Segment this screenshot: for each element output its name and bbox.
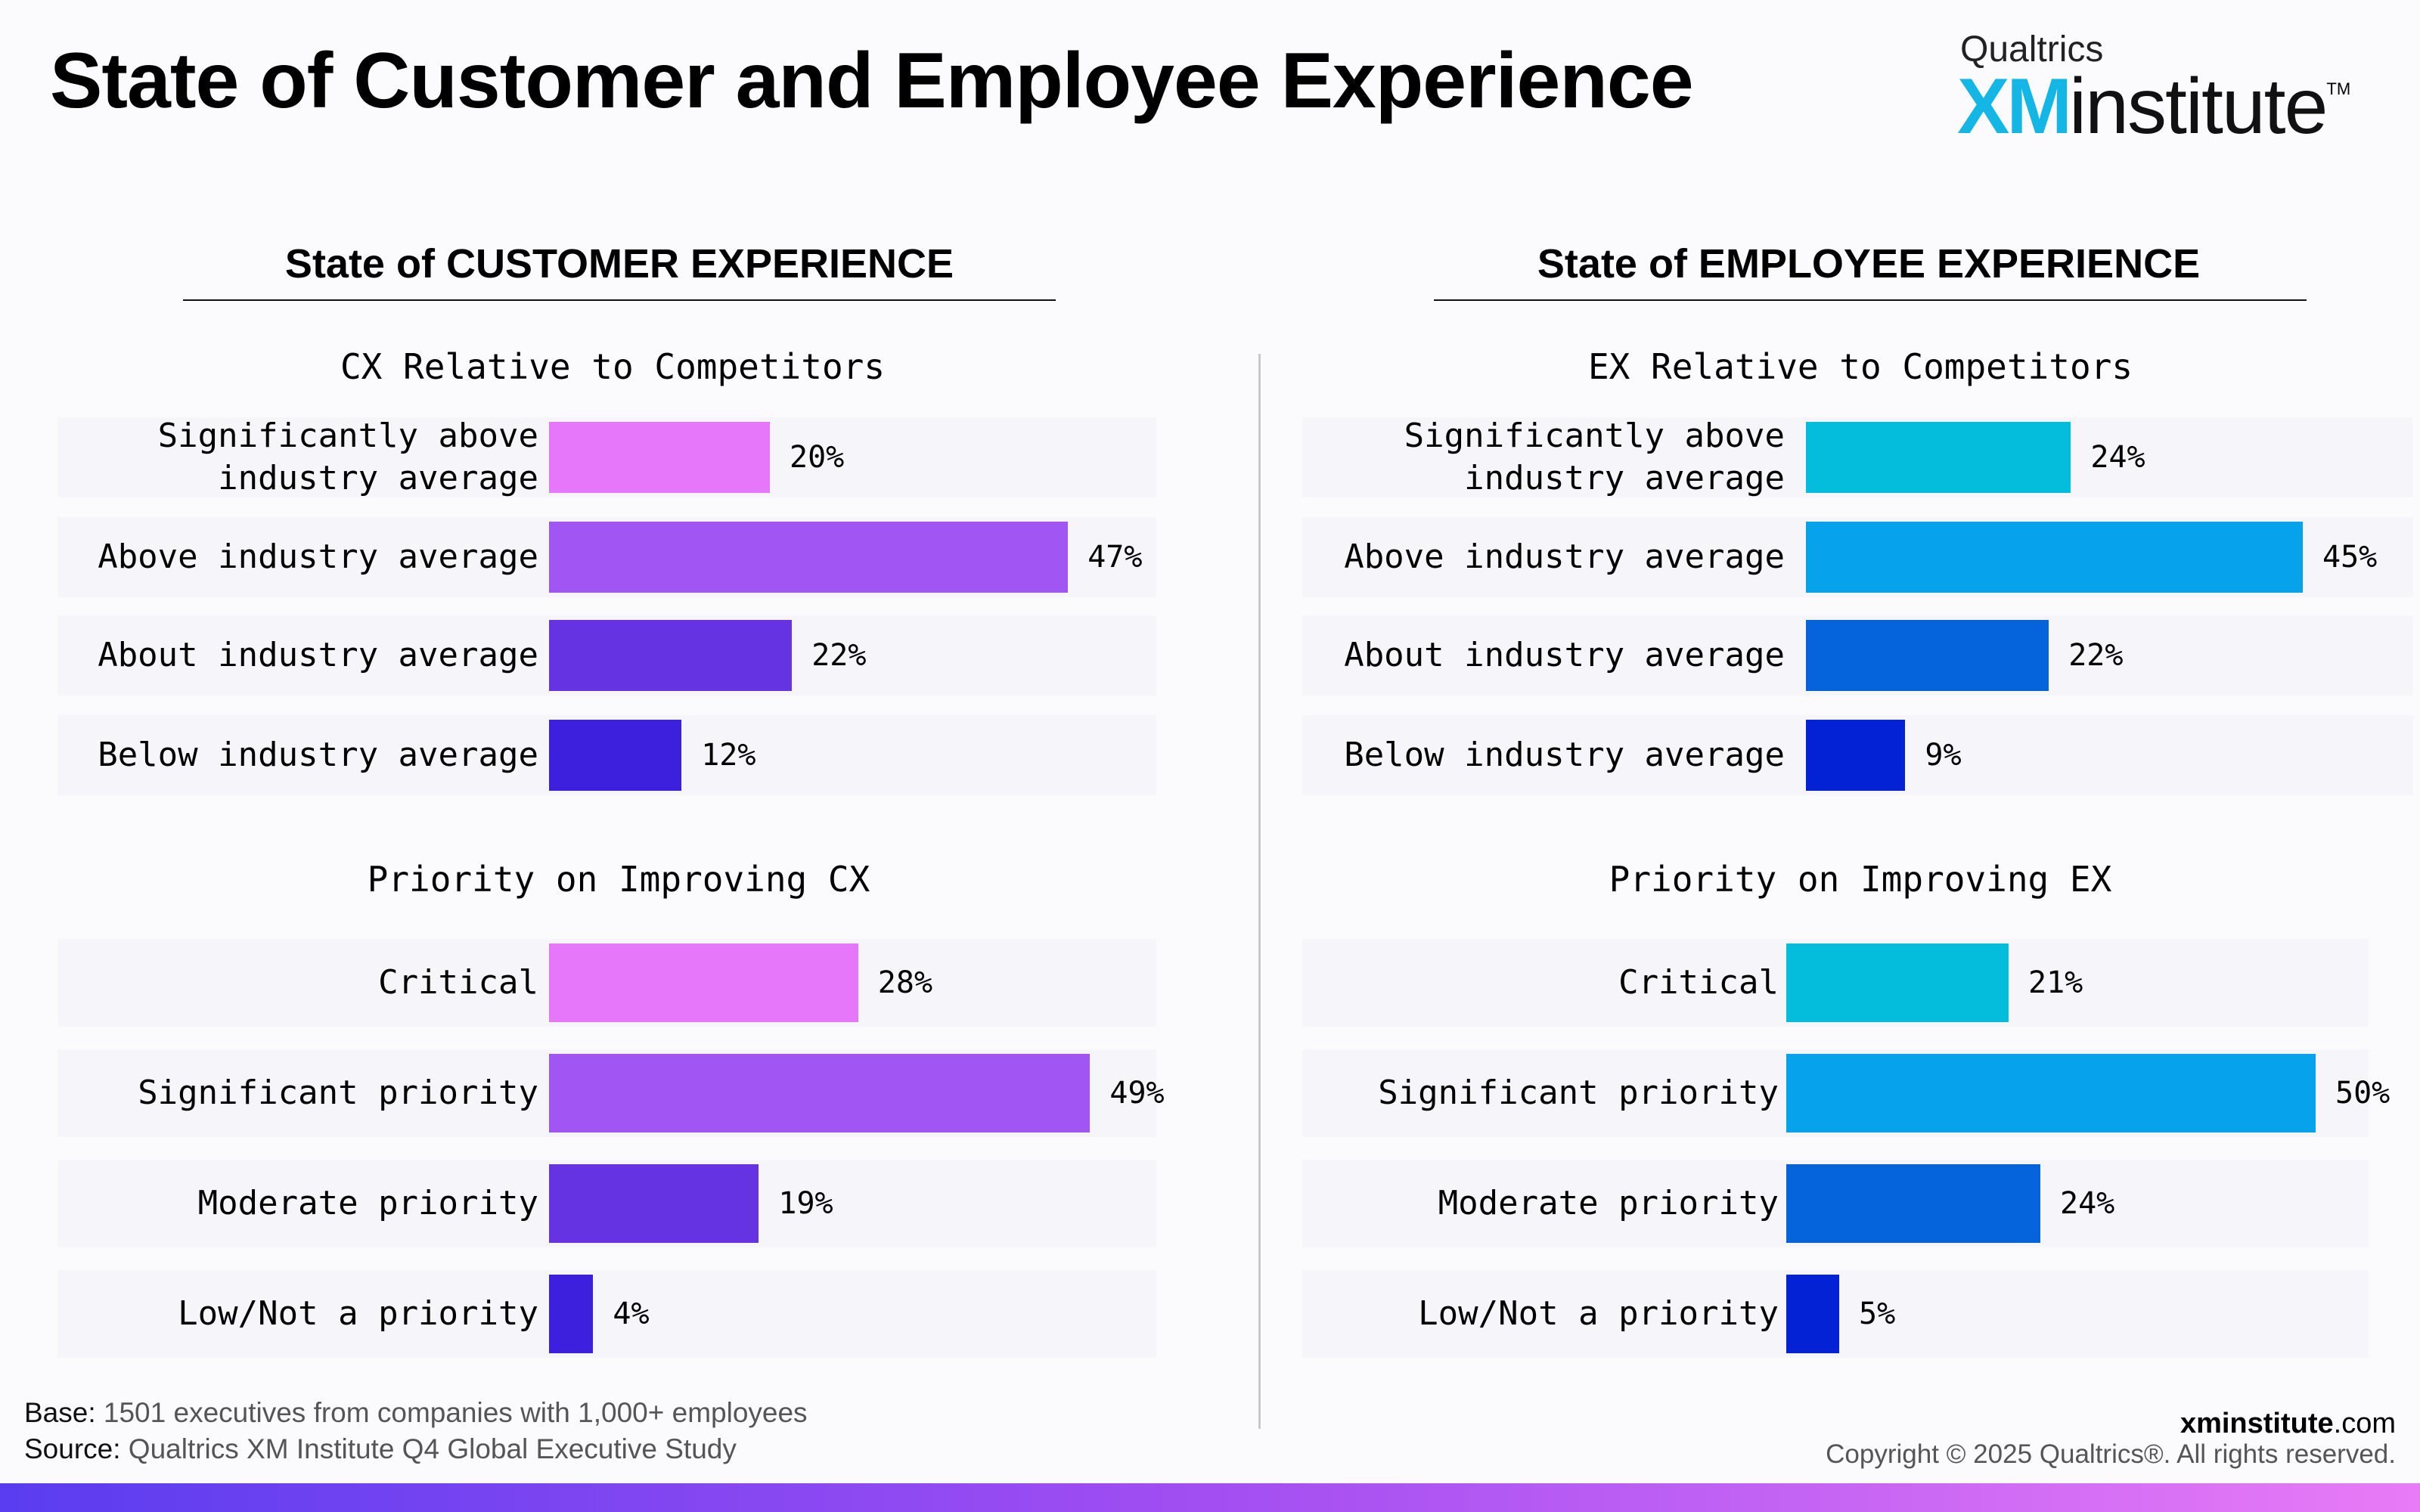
logo-xm-text: XM bbox=[1957, 63, 2072, 150]
bar-value-label: 21% bbox=[2028, 965, 2083, 1000]
base-text: 1501 executives from companies with 1,00… bbox=[95, 1397, 808, 1428]
page-title: State of Customer and Employee Experienc… bbox=[50, 37, 1694, 125]
bar bbox=[549, 1275, 594, 1353]
bar-value-label: 22% bbox=[811, 638, 867, 673]
ex-chart-title: Priority on Improving EX bbox=[1609, 859, 2112, 900]
category-label: Above industry average bbox=[1344, 538, 1785, 576]
logo-brand-text: Qualtrics bbox=[1960, 29, 2104, 70]
site-strong: xminstitute bbox=[2180, 1408, 2334, 1439]
bar bbox=[549, 422, 770, 493]
bar bbox=[1786, 1275, 1839, 1353]
category-label: Significant priority bbox=[138, 1074, 538, 1112]
copyright-text: Copyright © 2025 Qualtrics®. All rights … bbox=[1826, 1439, 2396, 1469]
category-label: Significantly above industry average bbox=[1404, 417, 1785, 497]
category-label: About industry average bbox=[98, 636, 538, 674]
bar-value-label: 19% bbox=[778, 1186, 833, 1221]
cx-chart-title: Priority on Improving CX bbox=[367, 859, 870, 900]
bar bbox=[1806, 522, 2303, 593]
bar bbox=[1786, 943, 2009, 1022]
category-label: Moderate priority bbox=[197, 1184, 538, 1222]
bar-value-label: 50% bbox=[2335, 1076, 2391, 1111]
bar-value-label: 22% bbox=[2068, 638, 2124, 673]
bar-value-label: 24% bbox=[2060, 1186, 2115, 1221]
logo-institute-text: institute bbox=[2069, 63, 2328, 150]
source-text: Qualtrics XM Institute Q4 Global Executi… bbox=[120, 1433, 737, 1464]
site-link[interactable]: xminstitute.com bbox=[2180, 1408, 2396, 1440]
bar-value-label: 24% bbox=[2090, 440, 2145, 475]
base-note: Base: 1501 executives from companies wit… bbox=[24, 1397, 808, 1429]
bottom-gradient-strip bbox=[0, 1483, 2420, 1512]
xm-institute-logo: Qualtrics XMinstituteTM bbox=[1957, 29, 2381, 146]
category-label: Significantly above industry average bbox=[157, 417, 538, 497]
source-note: Source: Qualtrics XM Institute Q4 Global… bbox=[24, 1433, 737, 1465]
bar-value-label: 5% bbox=[1859, 1297, 1896, 1331]
bar bbox=[1786, 1054, 2316, 1132]
category-label: Below industry average bbox=[98, 736, 538, 774]
category-label: Low/Not a priority bbox=[178, 1294, 538, 1333]
category-label: Significant priority bbox=[1378, 1074, 1779, 1112]
source-label: Source: bbox=[24, 1433, 121, 1464]
bar-value-label: 4% bbox=[613, 1297, 650, 1331]
site-rest: .com bbox=[2333, 1408, 2396, 1439]
bar bbox=[549, 943, 858, 1022]
bar bbox=[549, 1164, 759, 1243]
category-label: Critical bbox=[1618, 963, 1779, 1002]
bar bbox=[549, 620, 793, 691]
ex-heading-rule bbox=[1434, 299, 2307, 301]
bar bbox=[1806, 422, 2071, 493]
logo-tm-mark: TM bbox=[2326, 79, 2351, 98]
category-label: Critical bbox=[378, 963, 538, 1002]
cx-panel-heading: State of CUSTOMER EXPERIENCE bbox=[284, 241, 954, 287]
bar bbox=[549, 1054, 1091, 1132]
ex-chart-title: EX Relative to Competitors bbox=[1587, 346, 2133, 387]
bar-value-label: 20% bbox=[790, 440, 845, 475]
category-label: Above industry average bbox=[98, 538, 538, 576]
category-label: Below industry average bbox=[1344, 736, 1785, 774]
bar-value-label: 45% bbox=[2322, 540, 2378, 575]
cx-heading-rule bbox=[183, 299, 1056, 301]
bar-value-label: 49% bbox=[1109, 1076, 1165, 1111]
bar-value-label: 9% bbox=[1925, 738, 1962, 773]
cx-chart-title: CX Relative to Competitors bbox=[340, 346, 886, 387]
panel-divider bbox=[1258, 354, 1261, 1429]
bar-value-label: 28% bbox=[877, 965, 933, 1000]
bar bbox=[1786, 1164, 2040, 1243]
bar-value-label: 47% bbox=[1087, 540, 1143, 575]
bar bbox=[549, 522, 1069, 593]
category-label: Low/Not a priority bbox=[1418, 1294, 1779, 1333]
bar bbox=[1806, 620, 2049, 691]
category-label: Moderate priority bbox=[1438, 1184, 1779, 1222]
bar bbox=[549, 720, 682, 791]
bar-value-label: 12% bbox=[701, 738, 756, 773]
ex-panel-heading: State of EMPLOYEE EXPERIENCE bbox=[1537, 241, 2201, 287]
base-label: Base: bbox=[24, 1397, 96, 1428]
bar bbox=[1806, 720, 1906, 791]
row-background bbox=[57, 1270, 1156, 1358]
category-label: About industry average bbox=[1344, 636, 1785, 674]
